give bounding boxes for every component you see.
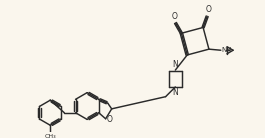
Text: O: O	[171, 12, 177, 21]
Text: O: O	[106, 115, 112, 124]
Text: O: O	[205, 5, 211, 14]
Text: CH₃: CH₃	[45, 134, 56, 138]
Text: NH: NH	[221, 47, 232, 53]
Text: N: N	[173, 88, 178, 97]
Text: N: N	[173, 60, 178, 69]
